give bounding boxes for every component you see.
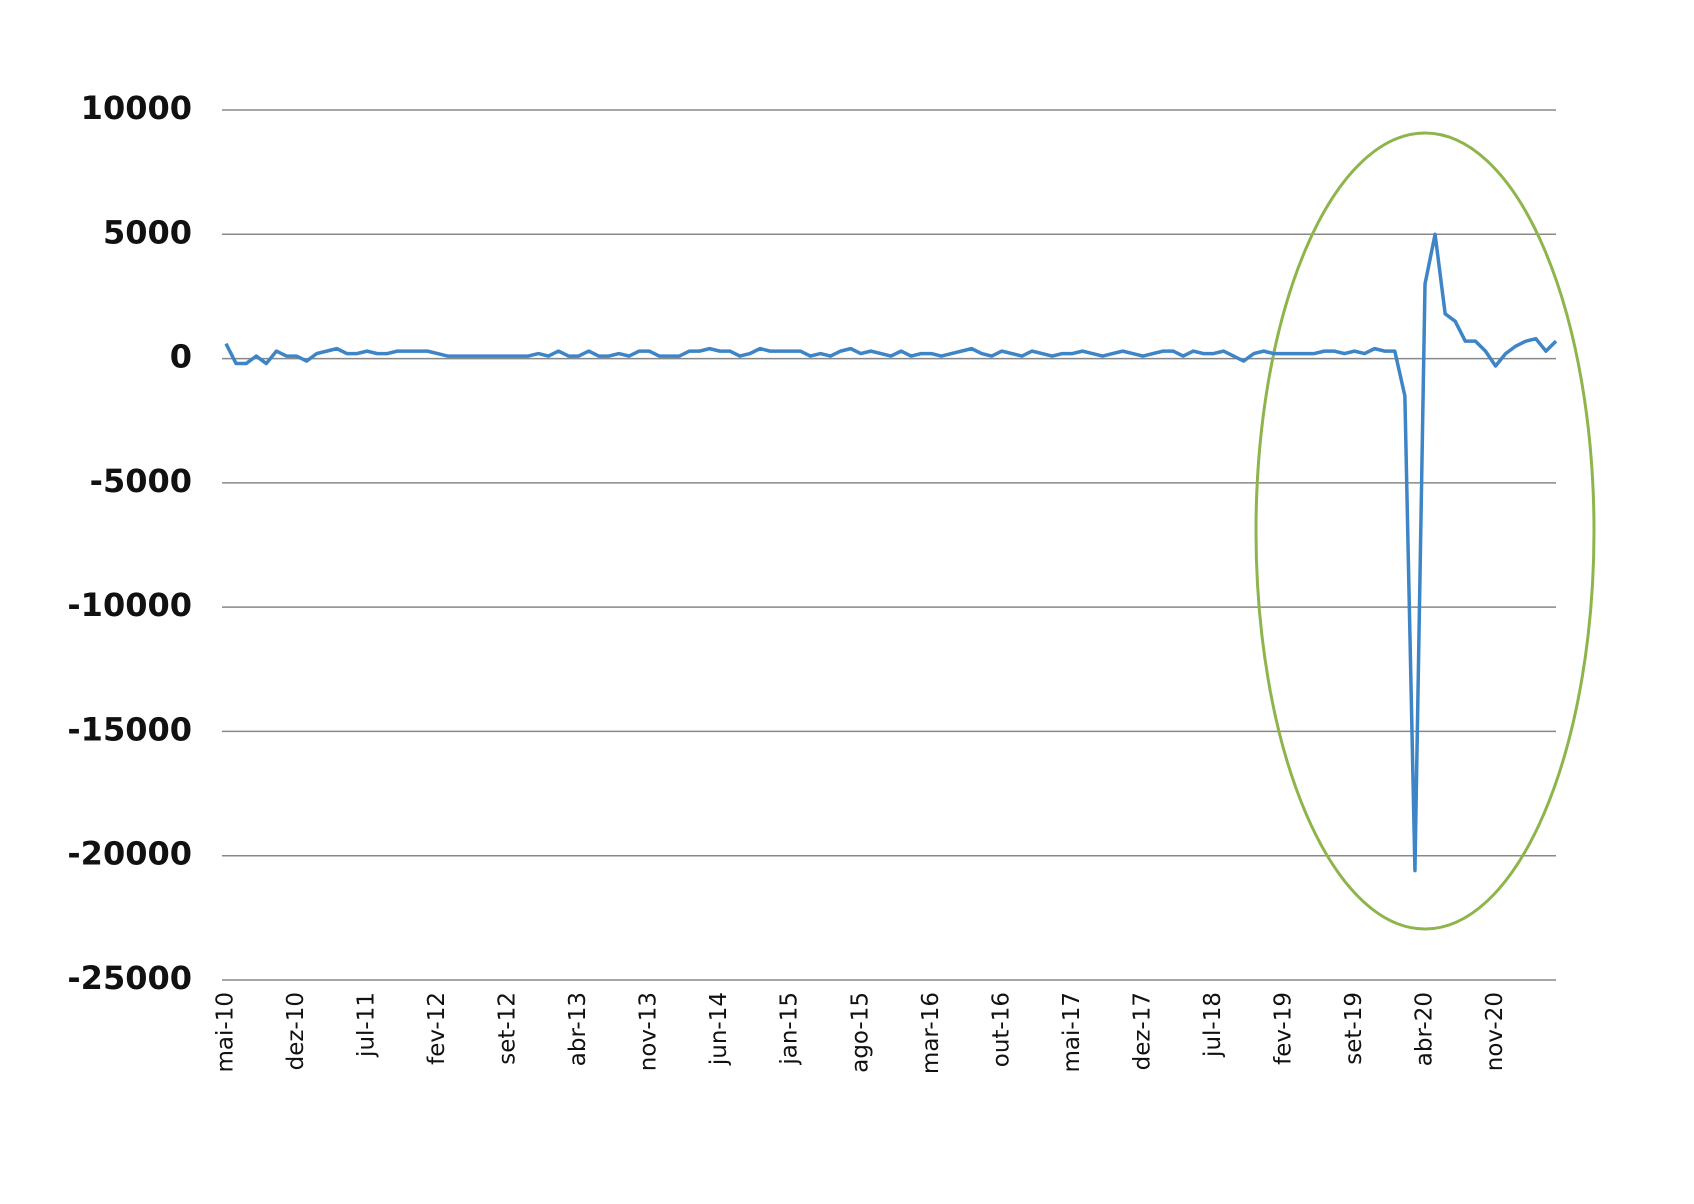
x-tick-label: jul-18 [1200, 992, 1226, 1058]
x-tick-label: jan-15 [777, 992, 803, 1066]
x-tick-label: abr-20 [1412, 992, 1438, 1066]
y-tick-label: 5000 [103, 213, 192, 251]
x-tick-label: mar-16 [918, 992, 944, 1074]
x-tick-label: fev-19 [1270, 992, 1296, 1065]
x-tick-label: set-12 [495, 992, 521, 1065]
x-tick-label: ago-15 [847, 992, 873, 1073]
y-tick-label: -20000 [67, 835, 192, 873]
highlight-ellipse [1254, 131, 1596, 931]
x-tick-label: jun-14 [706, 992, 732, 1066]
y-tick-label: -5000 [90, 462, 192, 500]
x-tick-label: mai-10 [213, 992, 239, 1072]
data-line [224, 232, 1558, 873]
x-tick-label: set-19 [1341, 992, 1367, 1065]
x-tick-label: fev-12 [424, 992, 450, 1065]
x-tick-label: mai-17 [1059, 992, 1085, 1072]
x-tick-label: nov-20 [1482, 992, 1508, 1071]
x-tick-label: dez-17 [1129, 992, 1155, 1070]
y-tick-label: 10000 [81, 89, 192, 127]
y-tick-label: -25000 [67, 959, 192, 997]
x-tick-label: jul-11 [354, 992, 380, 1058]
y-tick-label: -15000 [67, 710, 192, 748]
x-tick-label: dez-10 [283, 992, 309, 1070]
y-tick-label: -10000 [67, 586, 192, 624]
x-tick-label: abr-13 [565, 992, 591, 1066]
x-tick-label: nov-13 [636, 992, 662, 1071]
x-tick-label: out-16 [988, 992, 1014, 1067]
y-tick-label: 0 [170, 338, 192, 376]
